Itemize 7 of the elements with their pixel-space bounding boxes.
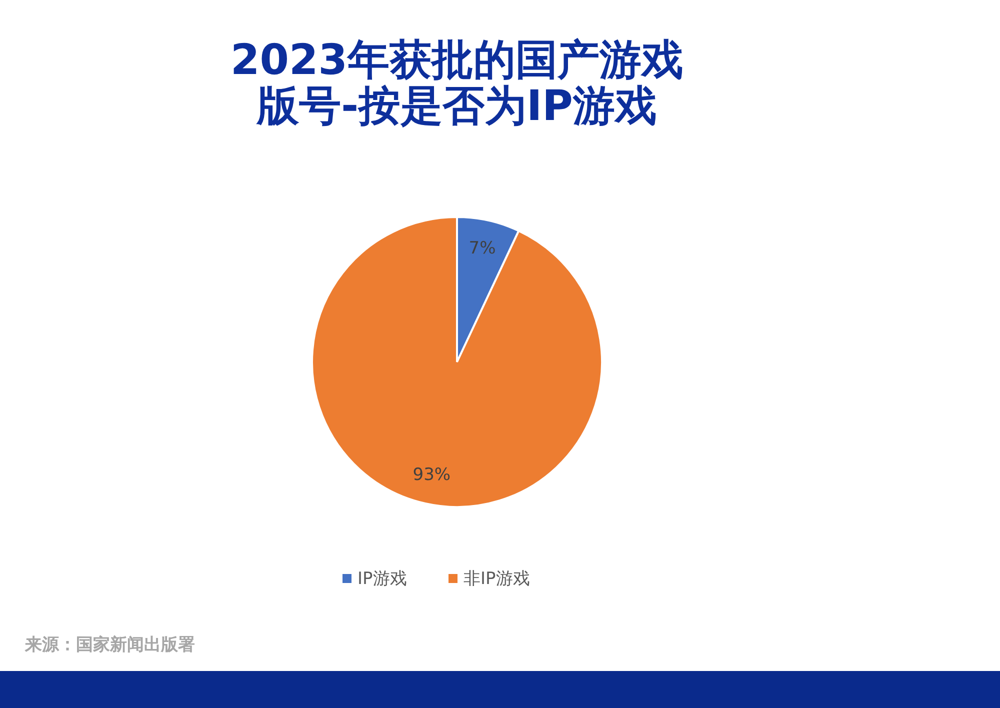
- source-note: 来源：国家新闻出版署: [24, 635, 195, 655]
- chart-title: 2023年获批的国产游戏版号-按是否为IP游戏: [230, 35, 684, 130]
- data-label: 93%: [412, 464, 451, 485]
- data-label: 7%: [468, 238, 496, 258]
- pie-slice: [311, 216, 603, 508]
- legend-label: IP游戏: [358, 569, 407, 589]
- legend-label: 非IP游戏: [464, 569, 530, 589]
